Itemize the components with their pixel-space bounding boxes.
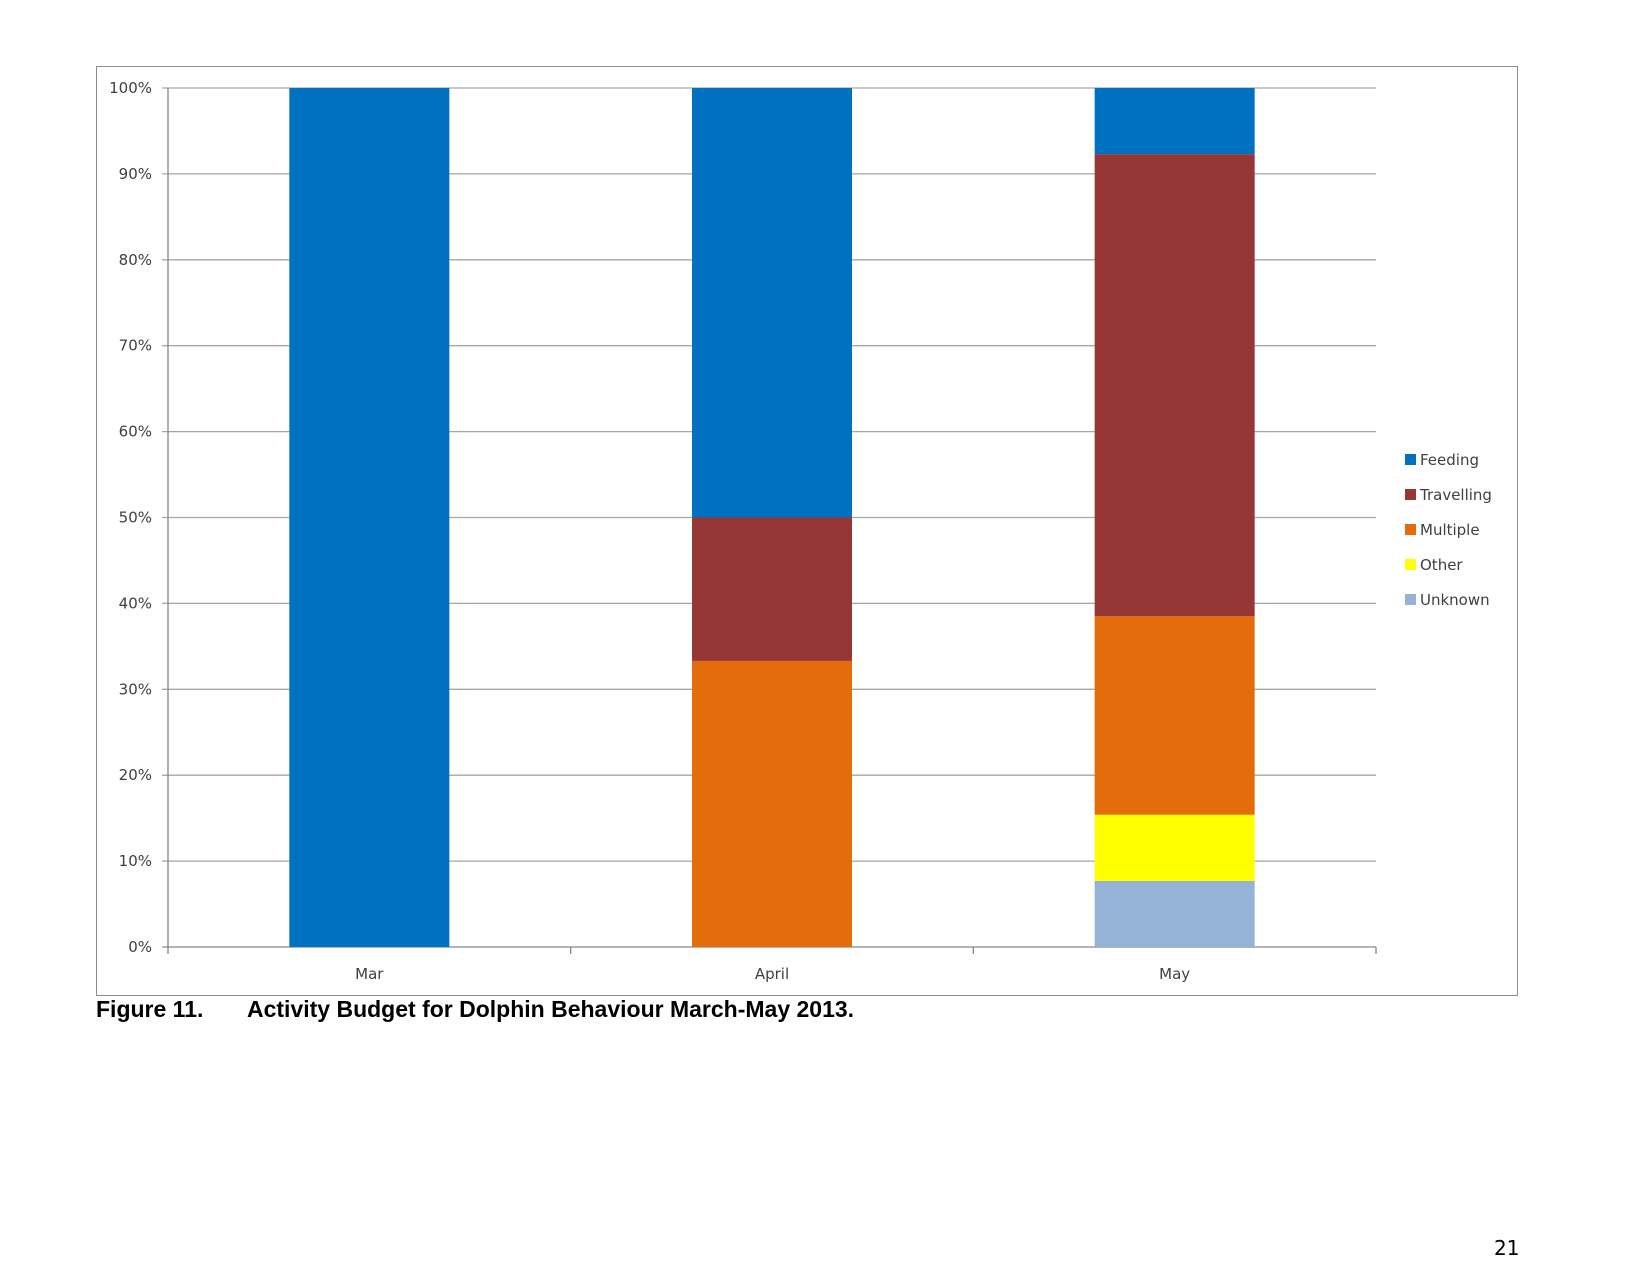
figure-title: Activity Budget for Dolphin Behaviour Ma… — [247, 996, 855, 1022]
y-tick-label: 10% — [119, 852, 152, 870]
figure-label: Figure 11. — [96, 996, 204, 1022]
bar-unknown-may — [1094, 880, 1255, 947]
bar-feeding-april — [692, 88, 852, 518]
y-tick-label: 100% — [109, 79, 152, 97]
legend-swatch-travelling — [1405, 489, 1416, 500]
bar-feeding-may — [1094, 88, 1255, 155]
x-tick-label: April — [755, 965, 789, 983]
legend-label-feeding: Feeding — [1420, 451, 1479, 469]
legend-label-other: Other — [1420, 556, 1463, 574]
y-tick-label: 70% — [119, 337, 152, 355]
y-tick-label: 30% — [119, 680, 152, 698]
bar-travelling-april — [692, 517, 852, 661]
page-number: 21 — [1494, 1236, 1520, 1260]
y-tick-label: 50% — [119, 509, 152, 527]
legend-swatch-other — [1405, 559, 1416, 570]
y-tick-label: 60% — [119, 423, 152, 441]
y-tick-label: 20% — [119, 766, 152, 784]
legend-label-unknown: Unknown — [1420, 591, 1490, 609]
figure-caption: Figure 11. Activity Budget for Dolphin Be… — [96, 996, 854, 1023]
x-tick-label: Mar — [355, 965, 384, 983]
bar-feeding-mar — [289, 88, 450, 947]
legend-label-travelling: Travelling — [1419, 486, 1492, 504]
legend-swatch-multiple — [1405, 524, 1416, 535]
x-tick-label: May — [1159, 965, 1190, 983]
bar-other-may — [1094, 814, 1255, 881]
legend-swatch-feeding — [1405, 454, 1416, 465]
bar-multiple-april — [692, 660, 852, 947]
bar-multiple-may — [1094, 616, 1255, 815]
y-tick-label: 0% — [128, 938, 152, 956]
bar-travelling-may — [1094, 154, 1255, 617]
legend-label-multiple: Multiple — [1420, 521, 1480, 539]
legend-swatch-unknown — [1405, 594, 1416, 605]
y-tick-label: 90% — [119, 165, 152, 183]
y-tick-label: 80% — [119, 251, 152, 269]
y-tick-label: 40% — [119, 594, 152, 612]
